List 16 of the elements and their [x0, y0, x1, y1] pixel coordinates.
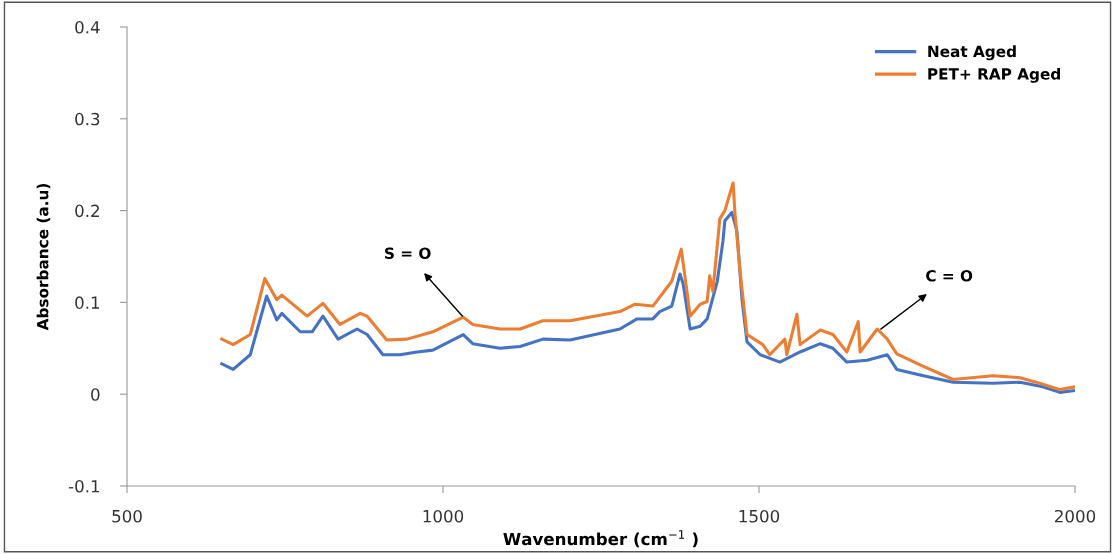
y-tick-label: 0.4 [75, 20, 100, 34]
x-tick-label: 1500 [739, 509, 780, 523]
y-tick-label: 0.2 [75, 204, 99, 218]
annotation: C = O [926, 270, 973, 282]
y-tick-label: 0 [91, 388, 100, 401]
x-tick-label: 1000 [423, 509, 464, 523]
x-axis-title: Wavenumber (cm$^{−1}$ ) [503, 530, 698, 548]
legend-label: Neat Aged [928, 45, 1016, 61]
x-tick-label: 2000 [1055, 509, 1096, 523]
x-tick-label: 500 [112, 509, 142, 523]
legend-label: PET+ RAP Aged [928, 67, 1060, 83]
annotation: S = O [385, 247, 431, 260]
y-axis-title: Absorbance (a.u) [36, 183, 51, 331]
y-tick-label: 0.3 [75, 112, 100, 126]
y-tick-label: 0.1 [75, 296, 100, 309]
y-tick-label: -0.1 [68, 479, 100, 493]
